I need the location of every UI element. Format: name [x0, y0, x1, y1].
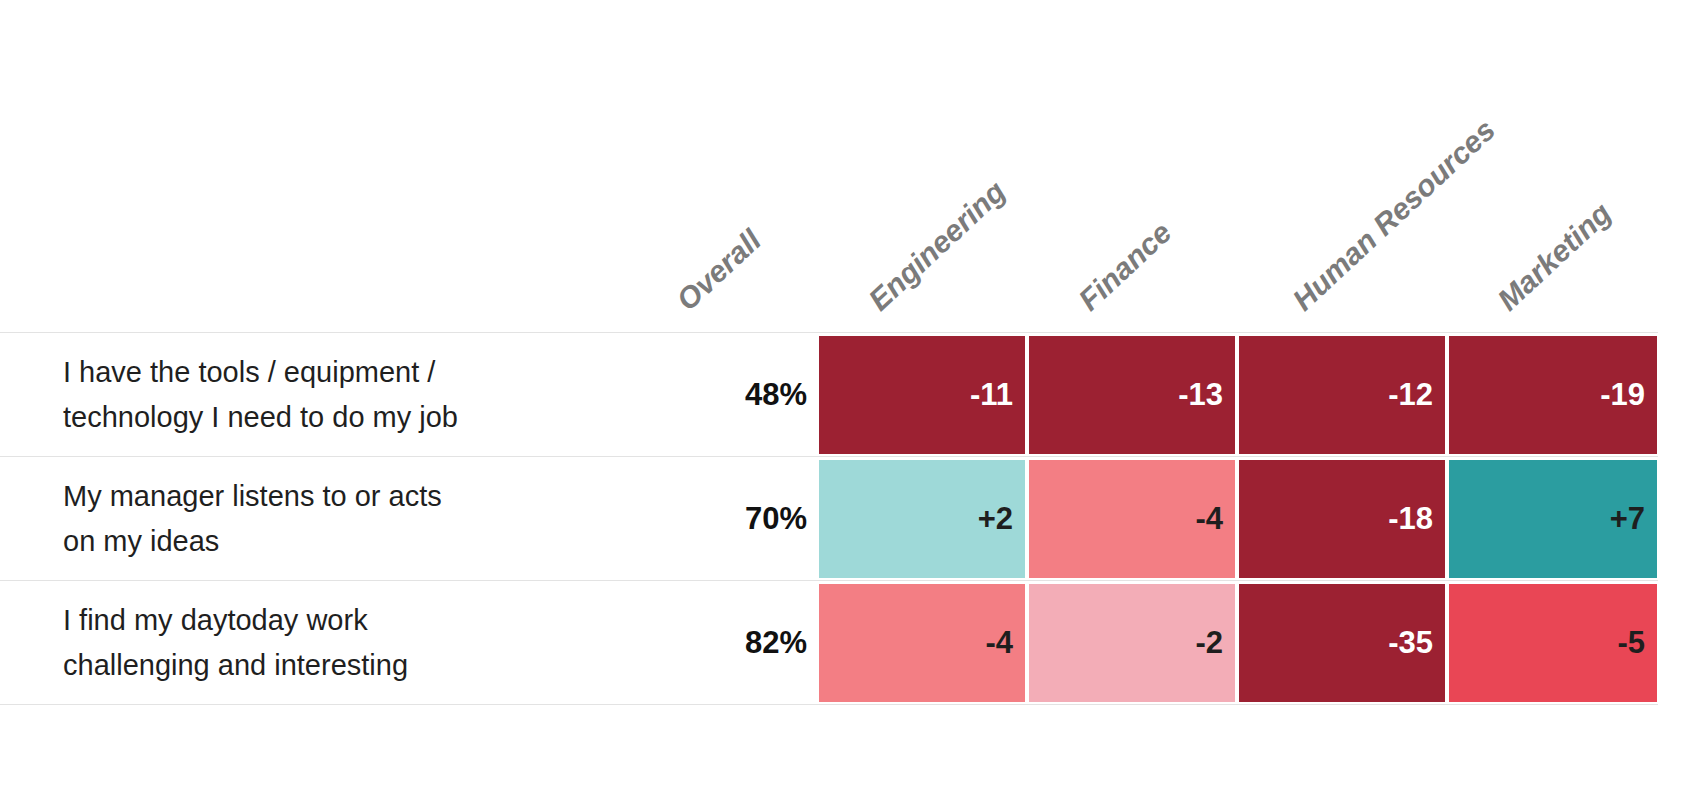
table-row: I have the tools / equipment / technolog…: [0, 332, 1658, 456]
overall-score: 82%: [640, 581, 807, 704]
column-header-human-resources: Human Resources: [1288, 114, 1501, 316]
column-spacer: [807, 457, 819, 580]
survey-heatmap-report: Overall Engineering Finance Human Resour…: [0, 0, 1700, 800]
overall-score: 48%: [640, 333, 807, 456]
column-header-engineering: Engineering: [864, 176, 1011, 316]
heatmap-cell[interactable]: -18: [1239, 460, 1445, 578]
heatmap-cell[interactable]: +2: [819, 460, 1025, 578]
heatmap-cell[interactable]: -4: [1029, 460, 1235, 578]
question-label: My manager listens to or acts on my idea…: [0, 457, 640, 580]
question-label: I find my daytoday work challenging and …: [0, 581, 640, 704]
column-spacer: [807, 581, 819, 704]
question-label-line: My manager listens to or acts: [63, 474, 640, 519]
heatmap-cell[interactable]: -12: [1239, 336, 1445, 454]
question-label-line: I have the tools / equipment /: [63, 350, 640, 395]
heatmap-table: I have the tools / equipment / technolog…: [0, 332, 1658, 705]
question-label-line: I find my daytoday work: [63, 598, 640, 643]
question-label-line: challenging and interesting: [63, 643, 640, 688]
heatmap-cell[interactable]: -35: [1239, 584, 1445, 702]
column-header-overall: Overall: [672, 225, 767, 316]
question-label: I have the tools / equipment / technolog…: [0, 333, 640, 456]
table-row: I find my daytoday work challenging and …: [0, 580, 1658, 704]
column-header-finance: Finance: [1074, 217, 1177, 316]
table-row: My manager listens to or acts on my idea…: [0, 456, 1658, 580]
heatmap-cell[interactable]: -2: [1029, 584, 1235, 702]
heatmap-cell[interactable]: +7: [1449, 460, 1657, 578]
heatmap-cell[interactable]: -19: [1449, 336, 1657, 454]
heatmap-cell[interactable]: -13: [1029, 336, 1235, 454]
heatmap-cell[interactable]: -5: [1449, 584, 1657, 702]
column-header-marketing: Marketing: [1493, 197, 1617, 316]
column-spacer: [807, 333, 819, 456]
column-headers: Overall Engineering Finance Human Resour…: [0, 0, 1700, 316]
heatmap-cell[interactable]: -4: [819, 584, 1025, 702]
question-label-line: on my ideas: [63, 519, 640, 564]
question-label-line: technology I need to do my job: [63, 395, 640, 440]
overall-score: 70%: [640, 457, 807, 580]
heatmap-cell[interactable]: -11: [819, 336, 1025, 454]
